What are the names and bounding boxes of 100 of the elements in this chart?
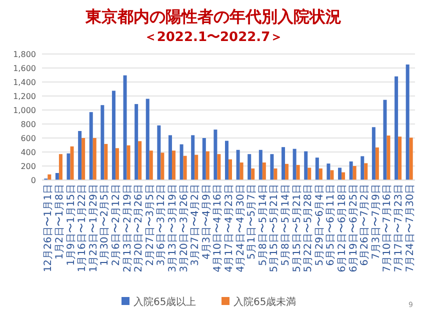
- x-tick-label: 1月16日〜1月22日: [77, 184, 88, 272]
- x-tick-label: 7月24日〜7月30日: [404, 184, 416, 272]
- bar: [406, 64, 410, 180]
- x-tick-label: 1月2日〜1月8日: [54, 184, 66, 260]
- bar: [258, 150, 262, 180]
- x-tick-label: 2月13日〜2月19日: [122, 184, 134, 272]
- bar: [104, 144, 108, 180]
- bar: [364, 163, 368, 180]
- x-tick-label: 5月8日〜5月14日: [280, 184, 292, 266]
- bar: [270, 154, 274, 180]
- x-tick-label: 4月10日〜4月16日: [212, 184, 224, 272]
- bar: [274, 168, 278, 180]
- x-tick-label: 2月27日〜3月5日: [144, 184, 156, 266]
- bar: [409, 138, 413, 180]
- bar: [360, 156, 364, 180]
- y-tick-label: 1,400: [13, 78, 36, 87]
- y-tick-label: 1,600: [13, 64, 36, 73]
- y-tick-label: 1,200: [13, 92, 36, 101]
- bar: [251, 168, 255, 180]
- x-tick-label: 4月24日〜4月30日: [235, 184, 246, 272]
- bar: [349, 161, 353, 180]
- y-tick-label: 1,800: [13, 50, 36, 59]
- bar: [318, 168, 322, 180]
- x-tick-label: 3月13日〜3月19日: [167, 184, 178, 272]
- x-tick-label: 5月29日〜6月4日: [314, 184, 326, 266]
- chart-title: 東京都内の陽性者の年代別入院状況: [84, 7, 342, 26]
- x-tick-label: 3月27日〜4月2日: [190, 184, 202, 266]
- legend-label: 入院65歳未満: [234, 296, 296, 308]
- x-tick-label: 3月20日〜3月26日: [178, 184, 190, 272]
- bar: [394, 76, 398, 180]
- bar: [224, 140, 228, 180]
- x-tick-label: 12月26日〜1月1日: [43, 184, 54, 272]
- bar: [236, 150, 240, 180]
- bar: [180, 144, 184, 180]
- bar: [149, 150, 153, 180]
- bar: [285, 164, 289, 180]
- x-tick-label: 5月8日〜5月14日: [258, 184, 269, 266]
- y-tick-label: 800: [20, 120, 36, 129]
- bar: [214, 130, 218, 180]
- bar: [338, 168, 342, 180]
- bar: [308, 168, 312, 180]
- bar: [66, 153, 70, 180]
- bar: [172, 150, 176, 180]
- bar: [115, 148, 119, 180]
- bar: [191, 135, 195, 180]
- x-tick-label: 5月15日〜5月21日: [269, 184, 280, 272]
- x-tick-label: 4月17日〜4月23日: [224, 184, 235, 272]
- bar: [282, 147, 286, 180]
- bar: [183, 156, 187, 180]
- bar: [58, 154, 62, 180]
- bar: [375, 147, 379, 180]
- x-tick-label: 1月30日〜2月5日: [100, 184, 111, 266]
- x-tick-label: 7月17日〜7月23日: [394, 184, 405, 272]
- bar: [138, 141, 142, 180]
- bar: [315, 158, 319, 180]
- bar: [168, 135, 172, 180]
- y-tick-label: 600: [20, 134, 36, 143]
- x-tick-label: 5月15日〜5月21日: [292, 184, 303, 272]
- bar: [194, 154, 198, 180]
- bar: [383, 100, 387, 180]
- bar: [386, 136, 390, 180]
- x-tick-label: 1月9日〜1月15日: [66, 184, 77, 266]
- bar: [248, 154, 252, 180]
- x-tick-label: 6月5日〜6月11日: [326, 184, 337, 266]
- bar: [262, 162, 266, 180]
- bar: [372, 127, 376, 180]
- x-tick-label: 7月3日〜7月9日: [370, 184, 382, 260]
- y-tick-label: 0: [30, 176, 36, 185]
- bar: [206, 151, 210, 180]
- y-tick-label: 400: [20, 148, 36, 157]
- bar: [304, 151, 308, 180]
- x-tick-label: 2月6日〜2月12日: [110, 184, 122, 266]
- chart-subtitle: ＜2022.1〜2022.7＞: [144, 30, 284, 45]
- bar: [160, 152, 164, 180]
- bar: [89, 112, 93, 180]
- bar: [134, 104, 138, 180]
- bar: [342, 172, 346, 180]
- x-tick-label: 5月1日〜5月7日: [246, 184, 258, 260]
- x-tick-label: 6月12日〜6月18日: [337, 184, 348, 272]
- bar: [296, 164, 300, 180]
- bar: [123, 75, 127, 180]
- bar: [70, 146, 74, 180]
- x-tick-label: 1月23日〜1月29日: [88, 184, 100, 272]
- bar: [100, 105, 104, 180]
- bar: [398, 136, 402, 180]
- x-tick-label: 7月10日〜7月16日: [382, 184, 394, 272]
- bar: [112, 90, 116, 180]
- bar: [157, 125, 161, 180]
- bar: [48, 174, 52, 180]
- y-tick-label: 200: [20, 162, 36, 171]
- bar: [352, 166, 356, 180]
- x-tick-label: 4月3日〜4月9日: [201, 184, 212, 260]
- x-tick-label: 6月19日〜6月25日: [348, 184, 360, 272]
- bar: [292, 148, 296, 180]
- bar: [92, 138, 96, 180]
- legend-label: 入院65歳以上: [134, 296, 196, 308]
- bar: [78, 131, 82, 180]
- bar: [217, 154, 221, 180]
- x-tick-label: 5月22日〜5月28日: [303, 184, 314, 272]
- bar: [326, 164, 330, 180]
